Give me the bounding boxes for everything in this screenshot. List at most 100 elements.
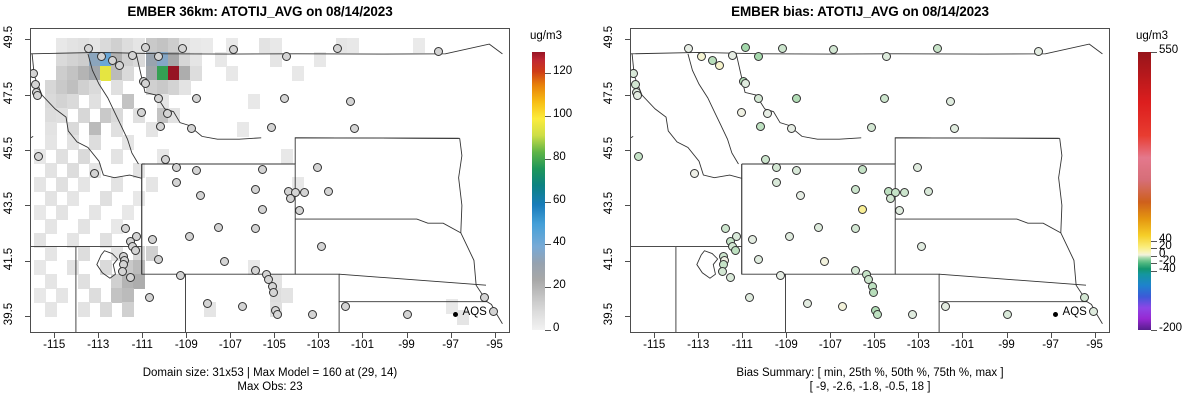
- panel-model: EMBER 36km: ATOTIJ_AVG on 08/14/2023 AQS…: [3, 4, 572, 393]
- raster-cell: [133, 274, 146, 290]
- x-tick-label: -101: [350, 339, 374, 351]
- bias-marker: [886, 193, 896, 203]
- colorbar-tick-label: 60: [553, 193, 566, 206]
- raster-cell: [111, 177, 124, 193]
- boundary-path: [631, 43, 1103, 55]
- obs-marker: [202, 299, 212, 308]
- colorbar-tick: [1151, 263, 1157, 265]
- raster-cell: [313, 52, 326, 68]
- obs-marker: [251, 224, 261, 234]
- bias-marker: [771, 163, 781, 173]
- obs-marker: [299, 188, 309, 198]
- colorbar-tick: [545, 116, 551, 118]
- x-tick-label: -113: [87, 339, 110, 351]
- x-tick: [962, 333, 964, 338]
- raster-cell: [34, 177, 47, 193]
- colorbar-tick-label: -20: [1159, 255, 1176, 268]
- bias-marker: [683, 43, 693, 53]
- obs-marker: [295, 206, 305, 216]
- raster-cell: [56, 38, 69, 54]
- x-tick-label: -97: [1042, 339, 1059, 351]
- bias-marker: [851, 265, 861, 275]
- x-tick-label: -115: [643, 339, 666, 351]
- raster-cell: [78, 52, 91, 68]
- raster-cell: [56, 287, 69, 303]
- y-tick: [25, 150, 30, 151]
- raster-cell: [78, 274, 91, 290]
- raster-cell: [45, 121, 58, 137]
- raster-cell: [111, 66, 124, 82]
- caption-line-1: Domain size: 31x53 | Max Model = 160 at …: [142, 367, 398, 379]
- y-tick: [25, 39, 30, 41]
- colorbar-gradient-bias: [1138, 52, 1151, 330]
- boundary-path: [696, 250, 719, 279]
- raster-cell: [78, 218, 91, 234]
- boundary-path: [339, 273, 487, 286]
- bias-marker: [945, 96, 955, 106]
- raster-cell: [67, 80, 80, 96]
- raster-cell: [111, 149, 124, 165]
- obs-marker: [220, 257, 230, 267]
- bias-marker: [740, 42, 750, 52]
- aqs-legend-dot: [453, 311, 459, 317]
- obs-marker: [317, 242, 327, 252]
- obs-marker: [176, 271, 186, 281]
- raster-cell: [78, 66, 91, 82]
- bias-marker: [923, 186, 933, 196]
- raster-cell: [122, 66, 135, 82]
- raster-cell: [89, 121, 102, 137]
- obs-marker: [187, 124, 197, 134]
- bias-marker: [932, 43, 942, 53]
- aqs-legend-label: AQS: [1062, 306, 1087, 319]
- obs-marker: [154, 93, 164, 103]
- x-tick: [54, 333, 56, 338]
- bias-marker: [747, 235, 757, 245]
- bias-marker: [895, 206, 905, 216]
- raster-cell: [122, 301, 135, 317]
- raster-cell: [269, 38, 282, 54]
- raster-cell: [146, 177, 159, 193]
- raster-cell: [146, 121, 159, 137]
- bias-marker: [725, 272, 735, 282]
- raster-cell: [412, 38, 425, 54]
- obs-marker: [273, 310, 283, 320]
- x-tick: [830, 333, 832, 338]
- y-tick-label: 49.5: [3, 25, 15, 49]
- obs-marker: [350, 124, 360, 134]
- bias-marker: [736, 107, 746, 117]
- bias-marker: [754, 52, 764, 62]
- obs-marker: [154, 52, 164, 62]
- bias-marker: [717, 267, 727, 277]
- raster-cell: [67, 190, 80, 206]
- raster-cell: [78, 80, 91, 96]
- obs-marker: [345, 96, 355, 106]
- boundary-path: [295, 218, 462, 234]
- boundary-path: [631, 136, 634, 139]
- bias-marker: [857, 204, 867, 214]
- raster-cell: [56, 66, 69, 82]
- colorbar-tick-label: 0: [553, 322, 560, 334]
- raster-cell: [45, 246, 58, 262]
- boundary-path: [895, 218, 1062, 234]
- raster-cell: [89, 93, 102, 109]
- raster-cell: [45, 135, 58, 151]
- bias-marker: [802, 299, 812, 308]
- y-tick-label: 47.5: [3, 81, 15, 104]
- obs-marker: [191, 165, 201, 175]
- raster-cell: [45, 301, 58, 317]
- bias-marker: [868, 287, 878, 297]
- obs-marker: [196, 190, 206, 200]
- y-tick-label: 41.5: [603, 247, 615, 271]
- raster-cell: [78, 301, 91, 317]
- obs-marker: [286, 193, 296, 203]
- raster-cell: [78, 177, 91, 193]
- raster-cell: [168, 66, 181, 82]
- obs-marker: [125, 272, 135, 282]
- raster-cell: [214, 52, 227, 68]
- boundary-path: [895, 273, 1088, 303]
- raster-cell: [122, 287, 135, 303]
- obs-marker: [332, 43, 342, 53]
- raster-cell: [100, 66, 113, 82]
- colorbar-tick: [1151, 52, 1157, 53]
